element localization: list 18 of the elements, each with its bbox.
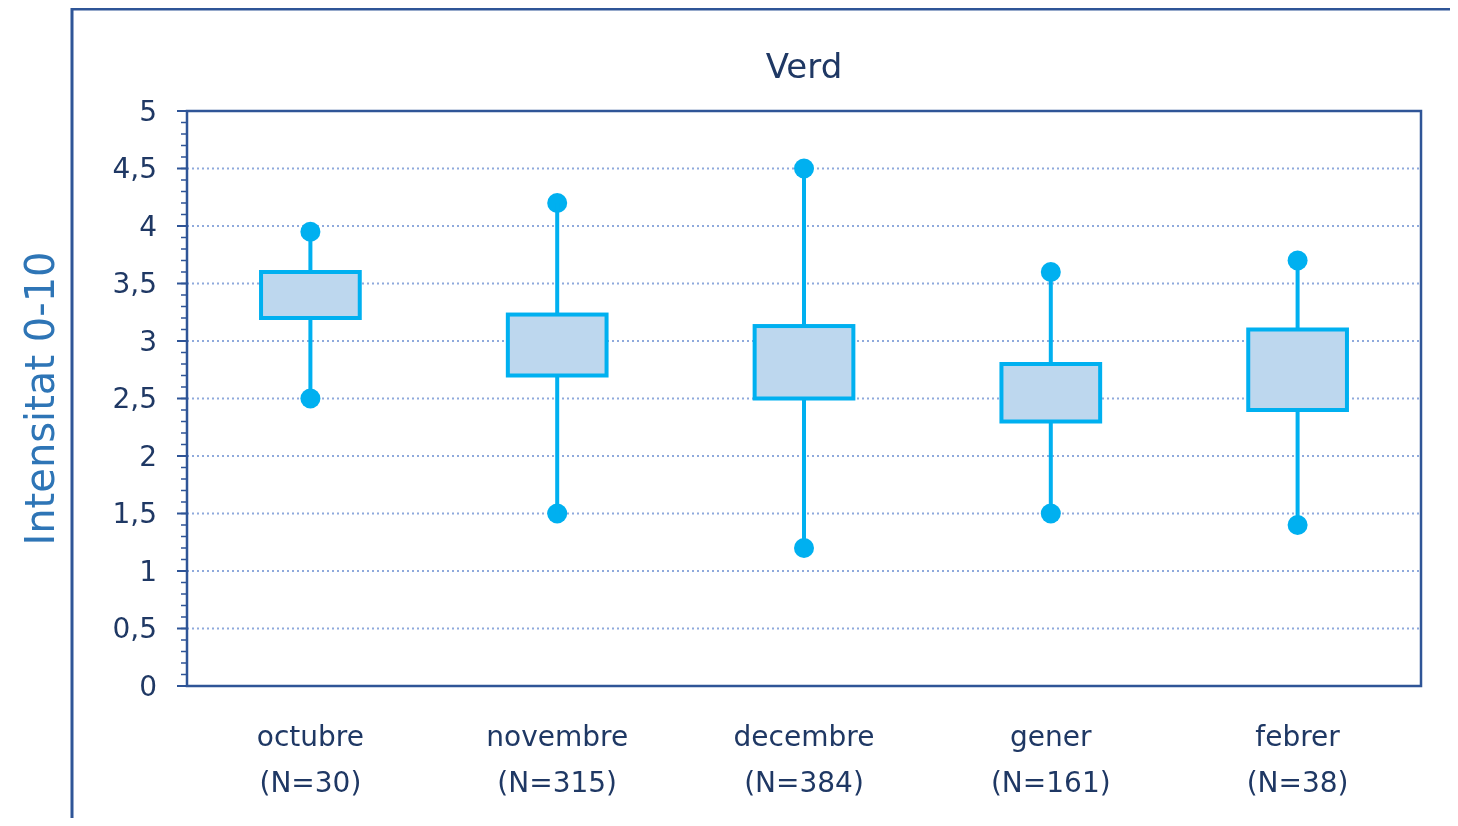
y-tick-label: 4: [139, 209, 157, 243]
y-axis-title: Intensitat 0-10: [17, 251, 63, 546]
y-tick-label: 4,5: [112, 152, 157, 186]
y-tick-label: 0,5: [112, 612, 157, 646]
y-tick-label: 3: [139, 324, 157, 358]
x-tick-label: decembre (N=384): [733, 720, 875, 799]
y-tick-label: 1,5: [112, 497, 157, 531]
x-tick-label: febrer (N=38): [1246, 720, 1349, 799]
x-tick-label: gener (N=161): [990, 720, 1111, 799]
x-tick-label: octubre (N=30): [256, 720, 364, 799]
chart-title: Verd: [765, 46, 843, 86]
y-tick-label: 5: [139, 94, 157, 128]
y-tick-label: 2,5: [112, 382, 157, 416]
y-tick-label: 3,5: [112, 267, 157, 301]
y-tick-label: 2: [139, 439, 157, 473]
x-tick-label: novembre (N=315): [486, 720, 629, 799]
y-tick-label: 0: [139, 669, 157, 703]
y-tick-label: 1: [139, 554, 157, 588]
